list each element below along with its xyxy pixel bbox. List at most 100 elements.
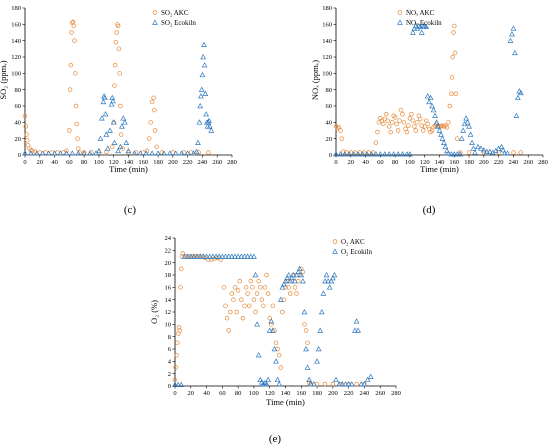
data-point bbox=[64, 148, 69, 154]
data-point bbox=[450, 54, 456, 60]
data-point bbox=[407, 115, 413, 121]
panel-label: (e) bbox=[269, 433, 282, 445]
data-point bbox=[131, 150, 138, 156]
data-point bbox=[229, 291, 235, 296]
data-point bbox=[302, 322, 307, 327]
data-point bbox=[151, 95, 156, 101]
y-tick-label: 20 bbox=[165, 260, 172, 267]
data-point bbox=[118, 103, 123, 109]
data-point bbox=[247, 253, 254, 259]
data-point bbox=[390, 151, 397, 157]
data-point bbox=[409, 111, 414, 117]
data-point bbox=[51, 150, 58, 156]
data-point bbox=[318, 308, 325, 315]
legend-label: O₂ Ecokiln bbox=[341, 248, 373, 256]
data-point bbox=[452, 50, 458, 56]
data-point bbox=[454, 136, 460, 141]
data-point bbox=[298, 271, 305, 278]
data-point bbox=[255, 352, 262, 358]
data-point bbox=[68, 62, 74, 68]
data-point bbox=[311, 381, 317, 387]
data-point bbox=[341, 151, 348, 157]
data-point bbox=[281, 281, 287, 287]
data-point bbox=[367, 373, 374, 379]
data-point bbox=[74, 121, 79, 127]
data-point bbox=[397, 118, 402, 123]
data-point bbox=[339, 136, 345, 141]
data-point bbox=[364, 151, 370, 157]
data-point bbox=[404, 151, 410, 157]
data-point bbox=[209, 253, 216, 259]
data-point bbox=[203, 111, 210, 117]
data-point bbox=[235, 288, 241, 293]
data-point bbox=[226, 328, 231, 333]
data-point bbox=[273, 358, 279, 364]
data-point bbox=[197, 102, 204, 109]
data-point bbox=[254, 321, 260, 327]
data-point bbox=[254, 291, 260, 296]
x-tick-label: 180 bbox=[153, 159, 163, 166]
data-point bbox=[500, 147, 506, 153]
data-point bbox=[73, 71, 78, 76]
y-tick-label: 140 bbox=[322, 38, 332, 45]
data-point bbox=[381, 151, 388, 157]
data-point bbox=[386, 124, 392, 129]
x-tick-label: 100 bbox=[249, 390, 259, 397]
data-point bbox=[338, 128, 343, 133]
data-point bbox=[242, 303, 247, 309]
data-point bbox=[203, 253, 210, 259]
legend-marker bbox=[152, 19, 158, 25]
data-point bbox=[172, 377, 178, 383]
y-tick-label: 20 bbox=[15, 136, 22, 143]
data-point bbox=[241, 253, 248, 259]
data-point bbox=[445, 150, 452, 156]
y-tick-label: 0 bbox=[168, 383, 171, 390]
data-point bbox=[518, 150, 524, 155]
data-point bbox=[193, 148, 200, 154]
x-tick-label: 280 bbox=[538, 159, 548, 166]
x-tick-label: 220 bbox=[344, 390, 354, 397]
data-point bbox=[120, 115, 127, 121]
data-point bbox=[243, 285, 249, 290]
data-point bbox=[277, 296, 284, 302]
y-tick-label: 160 bbox=[11, 22, 21, 29]
y-tick-label: 160 bbox=[322, 22, 332, 29]
data-point bbox=[24, 132, 29, 137]
data-point bbox=[199, 71, 206, 78]
data-point bbox=[178, 150, 185, 156]
data-point bbox=[173, 365, 179, 370]
data-point bbox=[320, 290, 327, 296]
data-point bbox=[152, 107, 157, 113]
data-point bbox=[72, 38, 77, 43]
data-point bbox=[175, 381, 182, 387]
legend-marker bbox=[397, 19, 403, 25]
data-point bbox=[200, 53, 207, 60]
data-point bbox=[232, 253, 238, 259]
data-point bbox=[221, 285, 227, 290]
data-point bbox=[511, 150, 516, 155]
x-tick-label: 200 bbox=[479, 159, 489, 166]
y-tick-label: 24 bbox=[165, 235, 172, 242]
data-point bbox=[373, 151, 379, 157]
data-point bbox=[69, 150, 76, 156]
data-point bbox=[486, 148, 493, 154]
data-point bbox=[228, 253, 235, 259]
x-axis-title: Time (min) bbox=[266, 397, 305, 407]
y-tick-label: 80 bbox=[326, 87, 333, 94]
data-point bbox=[404, 129, 410, 135]
data-point bbox=[323, 271, 330, 278]
data-point bbox=[451, 151, 458, 157]
x-tick-label: 200 bbox=[168, 159, 178, 166]
legend-label: NOₓ Ecokiln bbox=[406, 19, 442, 27]
y-axis-title: NOₓ (ppmᵥ) bbox=[310, 60, 320, 100]
x-tick-label: 80 bbox=[81, 159, 88, 166]
data-point bbox=[262, 285, 268, 290]
data-point bbox=[355, 151, 362, 157]
data-point bbox=[420, 128, 426, 133]
y-tick-label: 180 bbox=[322, 5, 332, 12]
data-point bbox=[438, 131, 444, 137]
series-ecokiln bbox=[22, 41, 215, 156]
data-point bbox=[454, 151, 461, 157]
data-point bbox=[425, 121, 430, 127]
